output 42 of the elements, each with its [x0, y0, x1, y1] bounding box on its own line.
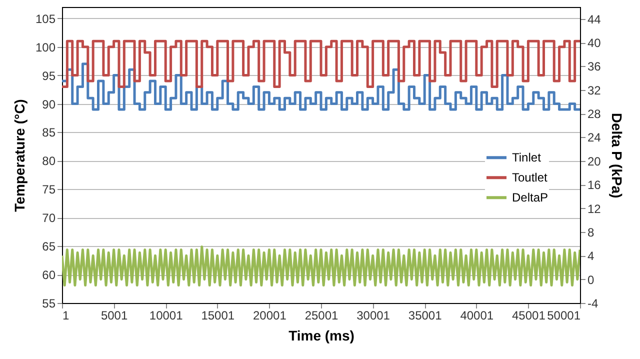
y2-tick-label: 32: [588, 83, 602, 98]
x-tick-label: 5001: [100, 308, 128, 322]
x-axis-title: Time (ms): [288, 328, 354, 344]
y2-tick-label: 36: [588, 60, 602, 74]
y-tick-label: 60: [42, 268, 56, 282]
y2-tick-label: 12: [588, 202, 602, 216]
y2-axis-title: Delta P (kPa): [608, 112, 625, 198]
line-series: [62, 246, 580, 286]
x-tick-label: 35001: [408, 308, 442, 322]
x-tick-label: 50001: [547, 308, 581, 322]
y-tick-label: 65: [42, 240, 56, 254]
y2-tick-label: 0: [588, 272, 594, 287]
y-tick-label: 100: [35, 40, 56, 54]
y-tick-label: 85: [42, 126, 56, 140]
y-tick-label: 70: [42, 211, 56, 226]
y2-tick-label: 20: [588, 154, 602, 168]
x-tick-label: 45001: [512, 308, 546, 322]
x-tick-label: 40001: [460, 308, 494, 322]
y2-tick-label: 8: [588, 225, 594, 240]
y-tick-label: 90: [42, 97, 56, 112]
x-tick-label: 25001: [304, 308, 339, 322]
legend-label: Toutlet: [512, 170, 548, 185]
x-tick-label: 30001: [356, 308, 390, 322]
x-tick-label: 15001: [201, 308, 235, 322]
y-tick-label: 75: [42, 182, 56, 197]
x-tick-label: 20001: [253, 308, 287, 322]
x-tick-label: 10001: [149, 308, 184, 322]
y-tick-label: 80: [42, 154, 56, 168]
y2-tick-label: 40: [588, 36, 602, 50]
y-tick-label: 105: [35, 12, 56, 26]
y2-tick-label: 24: [588, 130, 602, 145]
y2-tick-label: 44: [588, 12, 602, 26]
x-tick-label: 1: [62, 308, 70, 322]
legend-label: DeltaP: [512, 190, 548, 205]
y2-tick-label: 16: [588, 178, 602, 192]
y-axis-title: Temperature (°C): [11, 99, 28, 212]
y2-tick-label: -4: [588, 296, 598, 310]
y-tick-label: 95: [42, 68, 56, 83]
y2-tick-label: 4: [588, 249, 594, 264]
y2-tick-label: 28: [588, 107, 602, 122]
y-tick-label: 55: [42, 296, 56, 310]
legend-label: Tinlet: [512, 150, 542, 165]
